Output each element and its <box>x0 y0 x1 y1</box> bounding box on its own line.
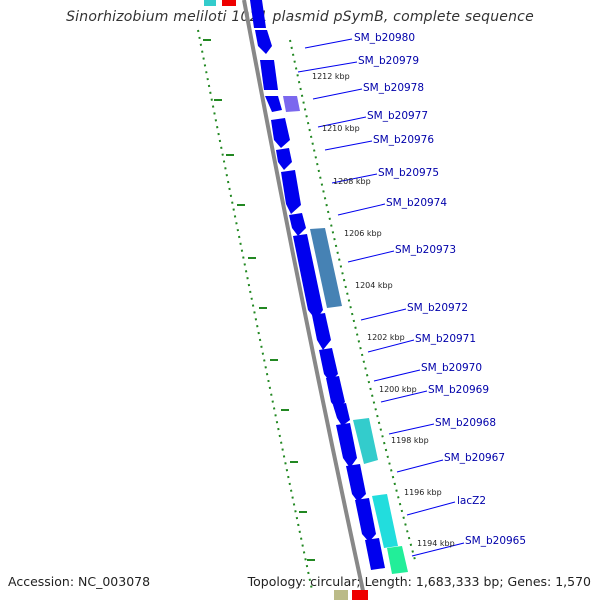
gene-label[interactable]: SM_b20970 <box>421 362 483 374</box>
gene-block[interactable] <box>372 494 398 548</box>
outer-tick-marks <box>203 39 315 561</box>
gene-label[interactable]: SM_b20975 <box>378 167 440 179</box>
gene-block[interactable] <box>271 118 290 148</box>
gene-label[interactable]: SM_b20979 <box>358 55 420 67</box>
gene-block[interactable] <box>352 590 368 600</box>
gene-block[interactable] <box>334 590 348 600</box>
gene-block[interactable] <box>310 228 342 308</box>
gene-label[interactable]: SM_b20980 <box>354 32 416 44</box>
gene-block[interactable] <box>265 96 282 112</box>
gene-block[interactable] <box>289 213 306 236</box>
topology-summary: Topology: circular; Length: 1,683,333 bp… <box>247 574 591 589</box>
gene-block[interactable] <box>326 376 345 410</box>
gene-label[interactable]: SM_b20967 <box>444 452 506 464</box>
gene-block[interactable] <box>204 0 216 6</box>
gene-block[interactable] <box>260 60 278 90</box>
label-leader-lines <box>297 38 465 557</box>
map-title: Sinorhizobium meliloti 1021 plasmid pSym… <box>66 9 534 25</box>
gene-block[interactable] <box>365 538 385 570</box>
gene-block[interactable] <box>355 498 376 542</box>
gene-features[interactable] <box>204 0 408 600</box>
inner-tick-ring <box>289 39 416 561</box>
accession-label: Accession: NC_003078 <box>8 574 151 589</box>
gene-label[interactable]: SM_b20978 <box>363 82 425 94</box>
gene-block[interactable] <box>222 0 236 6</box>
gene-block[interactable] <box>387 546 408 574</box>
gene-block[interactable] <box>255 30 272 54</box>
gene-block[interactable] <box>346 464 366 502</box>
gene-label[interactable]: SM_b20971 <box>415 333 477 345</box>
gene-block[interactable] <box>353 418 378 464</box>
gene-label[interactable]: SM_b20965 <box>465 535 527 547</box>
gene-block[interactable] <box>276 148 292 170</box>
gene-label[interactable]: SM_b20972 <box>407 302 469 314</box>
gene-label[interactable]: SM_b20976 <box>373 134 435 146</box>
gene-label[interactable]: lacZ2 <box>457 495 486 507</box>
outer-tick-ring <box>197 29 313 591</box>
gene-label[interactable]: SM_b20977 <box>367 110 429 122</box>
gene-block[interactable] <box>319 348 338 382</box>
gene-block[interactable] <box>336 423 357 468</box>
gene-block[interactable] <box>293 234 323 320</box>
gene-block[interactable] <box>312 313 331 350</box>
gene-label[interactable]: SM_b20969 <box>428 384 490 396</box>
gene-block[interactable] <box>333 403 350 426</box>
gene-block[interactable] <box>283 96 300 112</box>
gene-label[interactable]: SM_b20968 <box>435 417 497 429</box>
gene-label[interactable]: SM_b20973 <box>395 244 457 256</box>
gene-block[interactable] <box>281 170 301 214</box>
backbone-line <box>242 0 367 600</box>
gene-label[interactable]: SM_b20974 <box>386 197 448 209</box>
gene-block[interactable] <box>250 0 266 28</box>
